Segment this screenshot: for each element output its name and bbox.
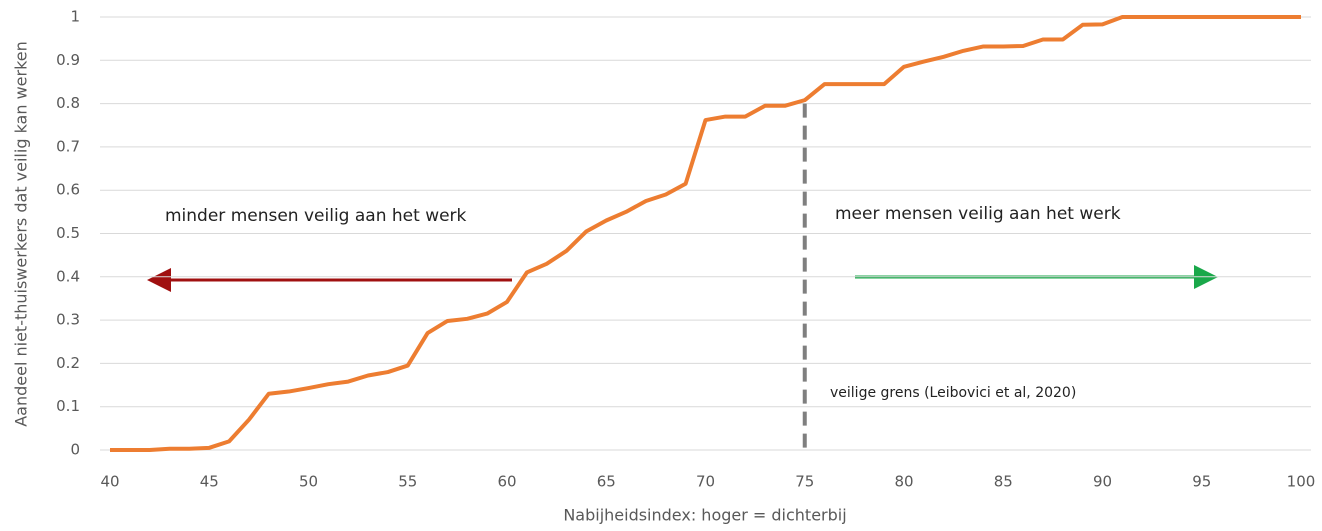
x-tick-label: 90: [1093, 473, 1112, 491]
x-axis-label: Nabijheidsindex: hoger = dichterbij: [563, 506, 846, 525]
annotation: veilige grens (Leibovici et al, 2020): [830, 385, 1076, 401]
annotation: meer mensen veilig aan het werk: [835, 204, 1121, 224]
annotation: minder mensen veilig aan het werk: [165, 206, 467, 226]
y-axis-label: Aandeel niet-thuiswerkers dat veilig kan…: [12, 41, 31, 427]
y-tick-label: 0.5: [56, 224, 80, 242]
x-tick-label: 75: [795, 473, 814, 491]
x-tick-label: 60: [497, 473, 516, 491]
y-tick-label: 0.3: [56, 311, 80, 329]
x-tick-label: 70: [696, 473, 715, 491]
y-tick-label: 0.6: [56, 181, 80, 199]
x-tick-label: 65: [597, 473, 616, 491]
y-tick-label: 0.7: [56, 137, 80, 155]
y-tick-label: 0.4: [56, 267, 80, 285]
y-tick-label: 1: [70, 8, 80, 26]
x-tick-label: 50: [299, 473, 318, 491]
x-tick-label: 85: [994, 473, 1013, 491]
y-tick-label: 0.9: [56, 51, 80, 69]
data-line: [110, 15, 1301, 452]
x-tick-label: 95: [1192, 473, 1211, 491]
x-tick-label: 55: [398, 473, 417, 491]
x-tick-label: 80: [894, 473, 913, 491]
y-tick-label: 0: [70, 441, 80, 459]
x-tick-label: 100: [1287, 473, 1316, 491]
y-tick-label: 0.2: [56, 354, 80, 372]
y-tick-label: 0.8: [56, 94, 80, 112]
x-tick-label: 40: [100, 473, 119, 491]
x-tick-label: 45: [200, 473, 219, 491]
y-tick-label: 0.1: [56, 397, 80, 415]
